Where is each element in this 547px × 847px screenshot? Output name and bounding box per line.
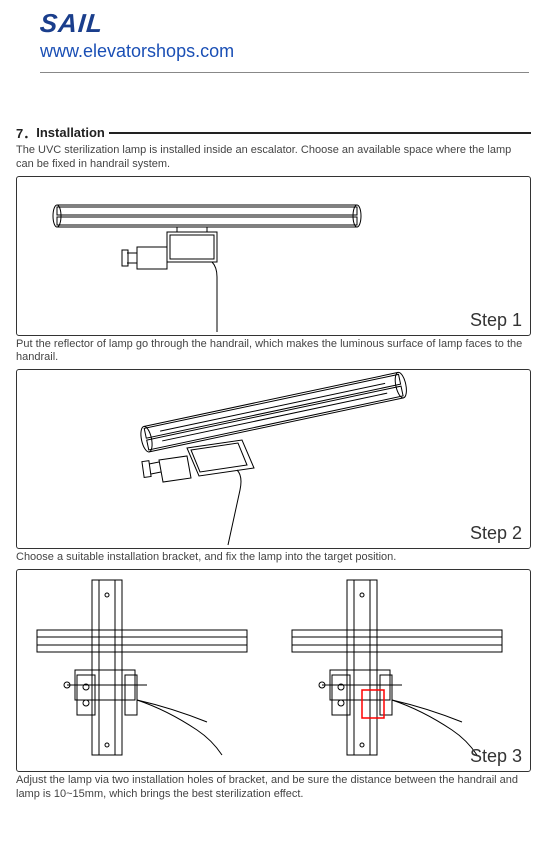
- intro-paragraph: The UVC sterilization lamp is installed …: [16, 144, 531, 172]
- step-3-caption: Adjust the lamp via two installation hol…: [16, 774, 531, 802]
- step-3-label: Step 3: [470, 746, 522, 767]
- figure-step-3: Step 3: [16, 569, 531, 772]
- step-2-label: Step 2: [470, 523, 522, 544]
- website-url: www.elevatorshops.com: [40, 41, 507, 62]
- section-heading: 7． Installation: [16, 123, 531, 142]
- page-header: SAIL www.elevatorshops.com: [0, 0, 547, 72]
- diagram-1-svg: [17, 177, 527, 337]
- section-title-rule: [109, 132, 531, 134]
- step-2-caption: Choose a suitable installation bracket, …: [16, 551, 531, 565]
- step-1-caption: Put the reflector of lamp go through the…: [16, 338, 531, 366]
- diagram-3-svg: [17, 570, 527, 773]
- figure-step-1: Step 1: [16, 176, 531, 336]
- content-area: 7． Installation The UVC sterilization la…: [0, 73, 547, 801]
- section-title-text: Installation: [36, 125, 105, 140]
- brand-logo: SAIL: [39, 8, 105, 39]
- step-1-label: Step 1: [470, 310, 522, 331]
- figure-step-2: Step 2: [16, 369, 531, 549]
- section-number: 7．: [16, 123, 36, 142]
- diagram-2-svg: [17, 370, 527, 550]
